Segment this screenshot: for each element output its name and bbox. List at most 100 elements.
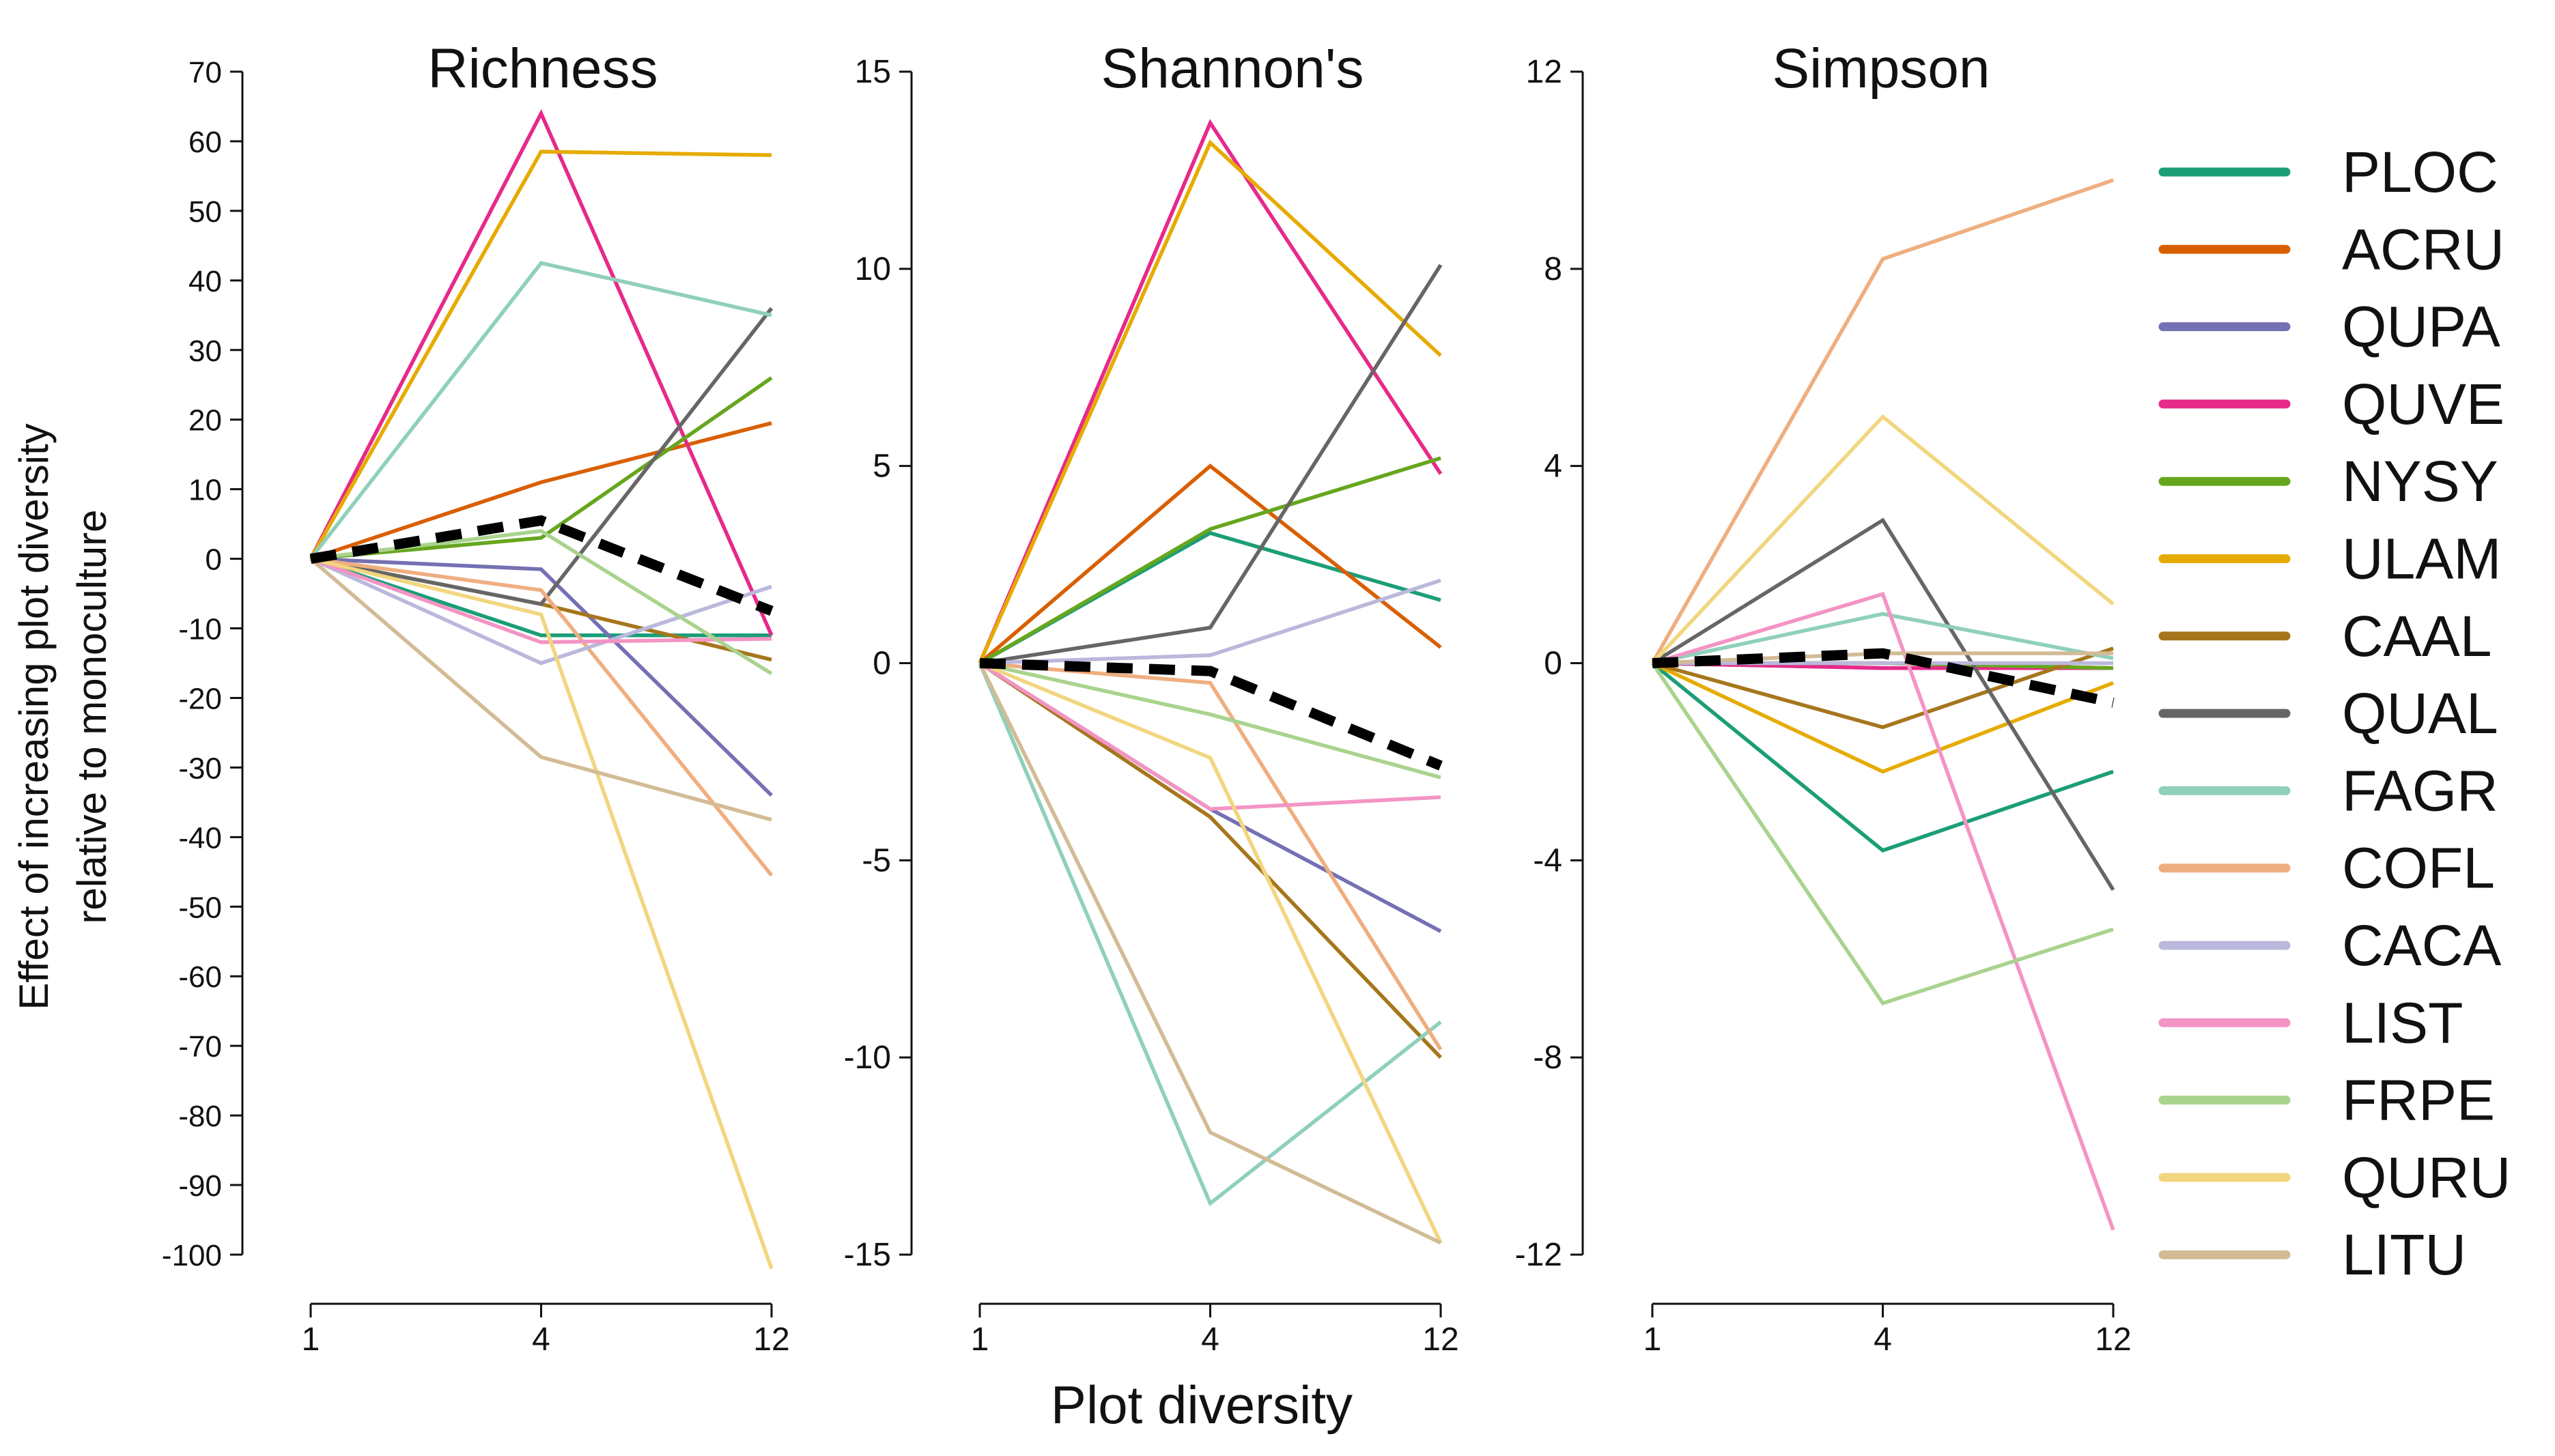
x-tick-label: 4 xyxy=(1874,1322,1892,1358)
legend-label: QUVE xyxy=(2342,372,2504,436)
legend-item: FRPE xyxy=(2158,1068,2495,1132)
series-line-qual xyxy=(310,306,774,606)
series-line-frpe xyxy=(310,528,773,676)
legend-label: NYSY xyxy=(2342,449,2498,513)
x-tick-label: 1 xyxy=(971,1322,989,1358)
series-line-ploc xyxy=(310,556,772,638)
series-line-ulam xyxy=(978,139,1442,664)
legend-item: QUAL xyxy=(2158,681,2498,745)
legend-label: ULAM xyxy=(2342,527,2501,591)
legend-label: LIST xyxy=(2342,990,2463,1055)
y-tick-label: -30 xyxy=(178,752,222,785)
legend-item: QUPA xyxy=(2158,295,2500,359)
series-line-list xyxy=(1652,592,2115,1231)
y-tick-label: 10 xyxy=(188,474,222,507)
panel-2: Shannon's 15 10 5 0 -5 -10 -15 1 4 12 xyxy=(844,38,1459,1358)
y-tick-label: -4 xyxy=(1533,842,1562,879)
legend-item: FAGR xyxy=(2158,758,2498,823)
y-tick-label: 5 xyxy=(873,448,891,485)
x-tick-label: 4 xyxy=(532,1322,550,1358)
y-tick-label: 8 xyxy=(1544,251,1562,287)
series-line-fagr xyxy=(978,662,1442,1207)
series-line-quru xyxy=(310,556,774,1270)
y-tick-label: 0 xyxy=(206,543,222,577)
y-tick-label: -8 xyxy=(1533,1040,1562,1076)
panel-3: Simpson 12 8 4 0 -4 -8 -12 1 4 12 xyxy=(1515,38,2132,1358)
panel-title: Shannon's xyxy=(1101,38,1364,100)
y-tick-label: 40 xyxy=(188,265,222,298)
legend-item: COFL xyxy=(2158,836,2495,900)
panel-1: Richness 70 60 50 40 30 20 10 0 -10 -20 -30 -40 -50 -6… xyxy=(162,38,790,1358)
y-tick-label: 15 xyxy=(855,54,891,90)
legend-item: LIST xyxy=(2158,990,2463,1055)
series-line-qupa xyxy=(310,556,773,797)
y-tick-label: -15 xyxy=(844,1237,891,1273)
series-line-ploc xyxy=(1651,661,2114,853)
y-tick-label: -60 xyxy=(178,960,222,994)
series-line-litu xyxy=(309,557,772,822)
series-line-frpe xyxy=(1650,661,2114,1005)
y-axis-title-line-2: relative to monoculture xyxy=(69,510,115,924)
series-line-cofl xyxy=(979,661,1443,1051)
legend-item: QUVE xyxy=(2158,372,2504,436)
series-line-quve xyxy=(309,109,774,636)
legend-item: QURU xyxy=(2158,1145,2511,1210)
series-line-list xyxy=(978,661,1441,811)
panels: Richness706050403020100-10-20-30-40-50-6… xyxy=(162,38,2132,1358)
x-tick-label: 1 xyxy=(302,1322,320,1358)
legend-item: LITU xyxy=(2158,1223,2466,1287)
series-line-ulam xyxy=(309,149,772,560)
y-tick-label: -20 xyxy=(178,682,222,715)
legend-label: QUPA xyxy=(2342,295,2500,359)
x-tick-label: 1 xyxy=(1643,1322,1662,1358)
y-tick-label: 60 xyxy=(188,126,222,159)
series-line-quru xyxy=(978,661,1443,1244)
series-line-mean xyxy=(979,658,1443,771)
series-line-caca xyxy=(979,578,1441,666)
legend-item: CAAL xyxy=(2158,604,2492,668)
series-line-frpe xyxy=(979,661,1441,780)
series-line-litu xyxy=(978,662,1442,1245)
y-tick-label: 10 xyxy=(855,251,891,287)
series-line-fagr xyxy=(1652,612,2114,666)
legend-label: LITU xyxy=(2342,1223,2466,1287)
legend: PLOC ACRU QUPA QUVE NYSY ULAM CAAL QUAL FAGR COFL… xyxy=(2158,140,2511,1287)
legend-label: COFL xyxy=(2342,836,2495,900)
y-tick-label: -40 xyxy=(178,821,222,855)
series-line-ulam xyxy=(1651,661,2114,774)
series-line-nysy xyxy=(978,456,1441,665)
y-tick-label: 70 xyxy=(188,56,222,89)
y-tick-label: -70 xyxy=(178,1030,222,1064)
y-axis-title: Effect of increasing plot diversity rela… xyxy=(11,423,115,1010)
series-line-cofl xyxy=(310,556,774,877)
legend-label: QURU xyxy=(2342,1145,2511,1210)
series-line-cofl xyxy=(1650,178,2114,664)
series-line-quru xyxy=(1650,414,2115,665)
series-line-mean xyxy=(1652,648,2115,708)
y-tick-label: 20 xyxy=(188,404,222,438)
series-line-acru xyxy=(310,421,772,561)
y-tick-label: 12 xyxy=(1526,54,1562,90)
y-tick-label: -80 xyxy=(178,1100,222,1133)
panel-title: Richness xyxy=(427,38,658,100)
x-axis-title: Plot diversity xyxy=(1051,1375,1353,1435)
legend-item: PLOC xyxy=(2158,140,2498,204)
series-line-list xyxy=(310,557,772,644)
series-line-qual xyxy=(979,263,1443,666)
y-tick-label: 50 xyxy=(188,195,222,229)
series-line-ploc xyxy=(978,530,1441,665)
series-line-quve xyxy=(978,119,1443,664)
series-line-caal xyxy=(978,661,1442,1059)
series-line-fagr xyxy=(309,261,772,560)
legend-item: ACRU xyxy=(2158,217,2504,281)
y-tick-label: 0 xyxy=(1544,646,1562,682)
x-tick-label: 12 xyxy=(1422,1322,1458,1358)
y-axis-title-line-1: Effect of increasing plot diversity xyxy=(11,423,57,1010)
legend-label: CACA xyxy=(2342,913,2501,977)
y-tick-label: -100 xyxy=(162,1239,222,1272)
legend-label: PLOC xyxy=(2342,140,2498,204)
x-tick-label: 12 xyxy=(2095,1322,2131,1358)
series-line-mean xyxy=(309,515,774,616)
y-tick-label: -90 xyxy=(178,1169,222,1203)
